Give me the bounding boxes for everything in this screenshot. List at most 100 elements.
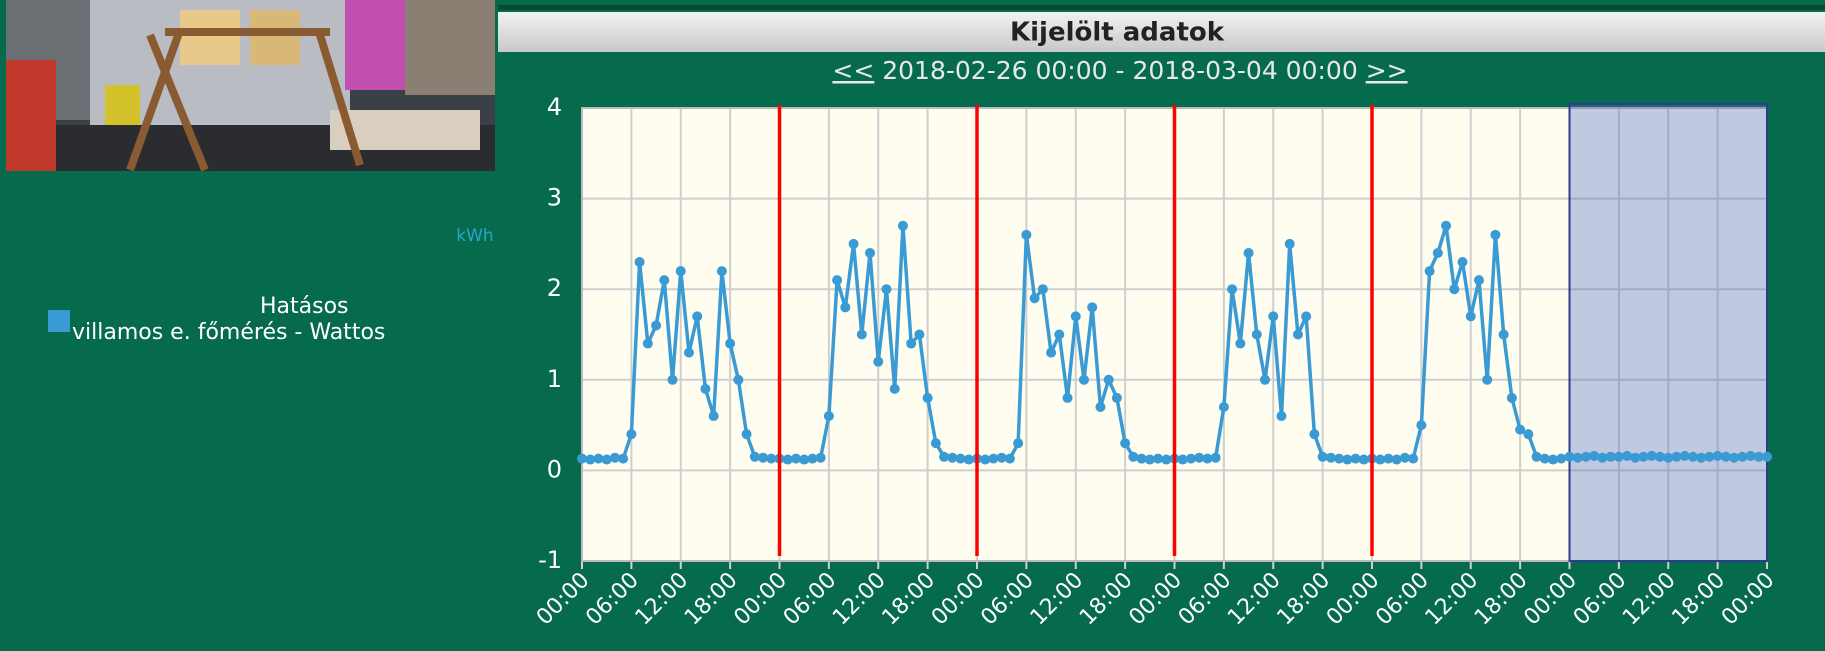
y-tick-label: 2 bbox=[547, 274, 562, 302]
data-point bbox=[790, 453, 801, 464]
data-point bbox=[1490, 229, 1501, 240]
data-point bbox=[1276, 411, 1287, 422]
legend-swatch bbox=[48, 310, 70, 332]
data-point bbox=[733, 374, 744, 385]
data-point bbox=[807, 453, 818, 464]
data-point bbox=[1325, 452, 1336, 463]
data-point bbox=[922, 392, 933, 403]
data-point bbox=[1580, 451, 1591, 462]
data-point bbox=[1441, 220, 1452, 231]
data-point bbox=[692, 311, 703, 322]
data-point bbox=[1630, 452, 1641, 463]
data-point bbox=[980, 454, 991, 465]
data-point bbox=[1548, 454, 1559, 465]
x-tick-label: 06:00 bbox=[1371, 568, 1434, 631]
data-point bbox=[1720, 451, 1731, 462]
legend-text-line: villamos e. főmérés - Wattos bbox=[72, 320, 386, 345]
data-point bbox=[1663, 452, 1674, 463]
data-point bbox=[1103, 374, 1114, 385]
data-point bbox=[577, 453, 587, 464]
data-point bbox=[659, 275, 670, 286]
data-point bbox=[1128, 451, 1139, 462]
data-point bbox=[1334, 453, 1345, 464]
data-point bbox=[1078, 374, 1089, 385]
data-point bbox=[1284, 238, 1295, 249]
data-point bbox=[782, 454, 793, 465]
data-point bbox=[1342, 454, 1353, 465]
x-tick-label: 00:00 bbox=[1124, 568, 1187, 631]
data-point bbox=[651, 320, 662, 331]
data-point bbox=[683, 347, 694, 358]
legend-text-line: Hatásos bbox=[260, 294, 349, 319]
nav-next[interactable]: >> bbox=[1366, 56, 1408, 85]
x-tick-label: 06:00 bbox=[581, 568, 644, 631]
data-point bbox=[1358, 454, 1369, 465]
data-point bbox=[634, 257, 645, 268]
data-point bbox=[667, 374, 678, 385]
x-tick-label: 06:00 bbox=[976, 568, 1039, 631]
data-point bbox=[1515, 424, 1526, 435]
y-tick-label: 1 bbox=[547, 365, 562, 393]
legend-label: Hatásos villamos e. főmérés - Wattos bbox=[72, 294, 448, 346]
data-point bbox=[1161, 454, 1172, 465]
x-tick-label: 00:00 bbox=[927, 568, 990, 631]
data-point bbox=[1046, 347, 1057, 358]
data-point bbox=[1473, 275, 1484, 286]
data-point bbox=[939, 451, 950, 462]
data-point bbox=[881, 284, 892, 295]
data-point bbox=[1037, 284, 1048, 295]
data-point bbox=[700, 383, 711, 394]
data-point bbox=[1185, 453, 1196, 464]
data-point bbox=[1762, 451, 1772, 462]
data-point bbox=[1506, 392, 1517, 403]
data-point bbox=[758, 452, 769, 463]
data-point bbox=[1457, 257, 1468, 268]
data-point bbox=[1194, 452, 1205, 463]
data-point bbox=[1482, 374, 1493, 385]
data-point bbox=[1449, 284, 1460, 295]
data-point bbox=[988, 453, 999, 464]
data-point bbox=[1120, 438, 1131, 449]
data-point bbox=[1498, 329, 1509, 340]
data-point bbox=[1416, 420, 1427, 431]
data-point bbox=[1687, 451, 1698, 462]
photo bbox=[6, 0, 495, 172]
data-point bbox=[1136, 453, 1147, 464]
x-tick-label: 18:00 bbox=[1273, 568, 1336, 631]
nav-prev[interactable]: << bbox=[832, 56, 874, 85]
data-point bbox=[642, 338, 653, 349]
data-point bbox=[1696, 452, 1707, 463]
data-point bbox=[1424, 266, 1435, 277]
data-point bbox=[840, 302, 851, 313]
panel-header bbox=[498, 12, 1825, 52]
x-tick-label: 12:00 bbox=[1026, 568, 1089, 631]
selection-highlight bbox=[1568, 103, 1768, 562]
data-point bbox=[1556, 453, 1567, 464]
data-point bbox=[609, 452, 620, 463]
data-point bbox=[914, 329, 925, 340]
x-tick-label: 00:00 bbox=[1519, 568, 1582, 631]
x-tick-label: 06:00 bbox=[779, 568, 842, 631]
data-point bbox=[815, 452, 826, 463]
data-point bbox=[601, 454, 612, 465]
data-point bbox=[823, 411, 834, 422]
data-point bbox=[1712, 450, 1723, 461]
data-point bbox=[708, 411, 719, 422]
data-point bbox=[1004, 453, 1015, 464]
x-tick-label: 18:00 bbox=[1470, 568, 1533, 631]
data-point bbox=[1227, 284, 1238, 295]
data-point bbox=[1144, 454, 1155, 465]
data-point bbox=[1177, 454, 1188, 465]
data-point bbox=[848, 238, 859, 249]
x-tick-label: 00:00 bbox=[1717, 568, 1780, 631]
data-point bbox=[716, 266, 727, 277]
data-point bbox=[832, 275, 843, 286]
data-point bbox=[1539, 453, 1550, 464]
data-point bbox=[1655, 451, 1666, 462]
data-point bbox=[1260, 374, 1271, 385]
data-point bbox=[1013, 438, 1024, 449]
data-point bbox=[1523, 429, 1534, 440]
data-point bbox=[585, 454, 596, 465]
data-point bbox=[1375, 454, 1386, 465]
